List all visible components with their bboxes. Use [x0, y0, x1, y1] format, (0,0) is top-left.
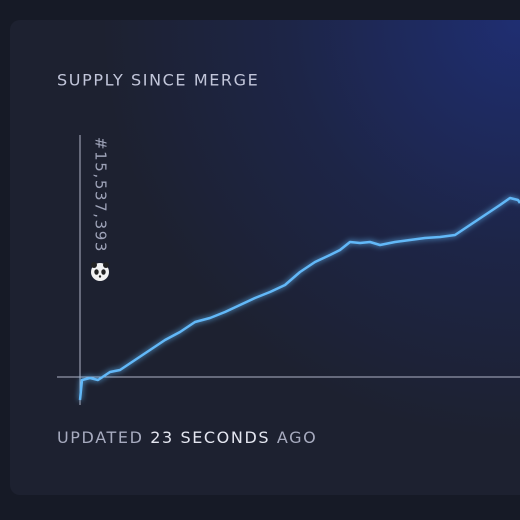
block-number: #15,537,393	[92, 137, 110, 253]
panda-icon	[91, 262, 109, 281]
data-line	[78, 196, 520, 401]
footer-label: AGO	[277, 428, 317, 447]
footer-label: UPDATED	[57, 428, 144, 447]
chart-title: SUPPLY SINCE MERGE	[57, 71, 259, 90]
footer: UPDATED 23 SECONDS AGO	[57, 428, 317, 447]
footer-time: 23 SECONDS	[150, 428, 270, 447]
card	[10, 20, 520, 495]
